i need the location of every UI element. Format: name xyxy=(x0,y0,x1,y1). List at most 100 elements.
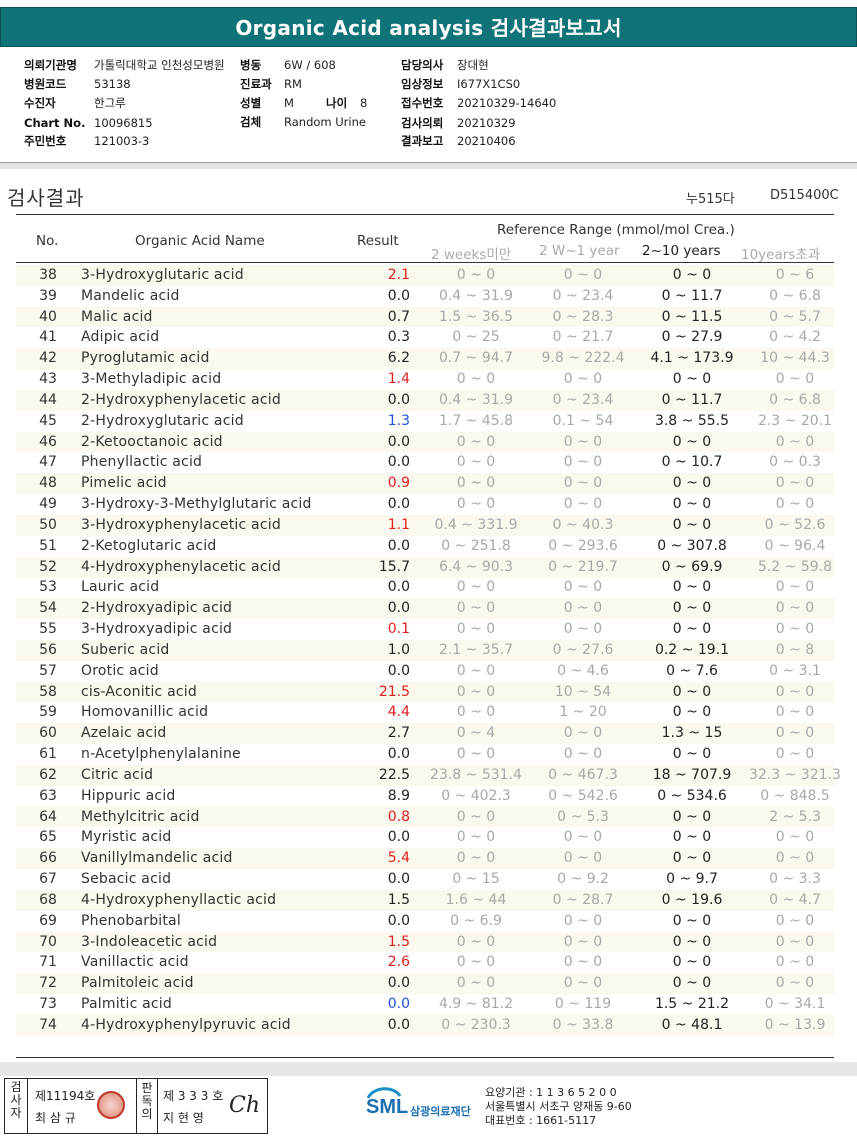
table-row: 64 Methylcitric acid 0.8 0 ~ 0 0 ~ 5.3 0 ~ 0 2… xyxy=(16,806,834,828)
reference-2weeks: 1.7 ~ 45.8 xyxy=(438,412,514,429)
table-row: 59 Homovanillic acid 4.4 0 ~ 0 1 ~ 20 0 ~ 0 0 … xyxy=(16,702,834,723)
reference-2w-1y: 0 ~ 0 xyxy=(563,600,603,617)
reference-2weeks: 0 ~ 0 xyxy=(456,954,496,971)
reference-2w-1y: 0 ~ 5.3 xyxy=(557,808,609,825)
reference-2-10y: 0 ~ 0 xyxy=(672,267,712,283)
reference-2weeks: 0 ~ 0 xyxy=(456,600,496,617)
reference-2w-1y: 0 ~ 0 xyxy=(563,975,603,992)
reference-2-10y: 0 ~ 0 xyxy=(672,371,712,388)
reference-10y-plus: 0 ~ 0 xyxy=(775,433,815,450)
reference-2w-1y: 0 ~ 0 xyxy=(563,850,603,867)
result-value: 1.0 xyxy=(387,641,410,658)
table-row: 52 4-Hydroxyphenylacetic acid 15.7 6.4 ~ 90… xyxy=(16,556,834,578)
request-label: 검사의뢰 xyxy=(401,116,444,130)
result-value: 0.0 xyxy=(387,433,410,450)
acid-name: Adipic acid xyxy=(81,329,160,346)
result-value: 15.7 xyxy=(378,558,410,575)
reference-2-10y: 0 ~ 9.7 xyxy=(666,871,718,888)
table-row: 41 Adipic acid 0.3 0 ~ 25 0 ~ 21.7 0 ~ 27.9 0 … xyxy=(16,327,834,348)
table-row: 47 Phenyllactic acid 0.0 0 ~ 0 0 ~ 0 0 ~ 10.7… xyxy=(16,452,834,473)
table-row: 45 2-Hydroxyglutaric acid 1.3 1.7 ~ 45.8 0.1… xyxy=(16,411,834,432)
acid-name: 2-Ketooctanoic acid xyxy=(81,433,223,450)
row-number: 43 xyxy=(39,371,57,388)
col-header-ref-2-10y: 2~10 years xyxy=(642,243,721,259)
inspector-label: 검사자 xyxy=(10,1080,22,1120)
info-receipt-row: 접수번호 20210329-14640 xyxy=(401,95,556,111)
reference-2w-1y: 0 ~ 0 xyxy=(563,454,603,471)
patient-label: 수진자 xyxy=(24,96,56,110)
section-code-2: D515400C xyxy=(770,188,839,203)
reference-2-10y: 0 ~ 0 xyxy=(672,621,712,638)
acid-name: 4-Hydroxyphenyllactic acid xyxy=(81,891,277,908)
reference-2-10y: 0 ~ 0 xyxy=(672,746,712,763)
row-number: 70 xyxy=(39,933,57,950)
reference-2w-1y: 0 ~ 0 xyxy=(563,267,603,283)
reference-2-10y: 0 ~ 0 xyxy=(672,433,712,450)
reference-2-10y: 3.8 ~ 55.5 xyxy=(654,412,730,429)
reference-10y-plus: 0 ~ 0 xyxy=(775,829,815,846)
inspector-license: 제11194호 xyxy=(35,1089,96,1103)
reference-2-10y: 0 ~ 7.6 xyxy=(666,662,718,679)
age-label: 나이 xyxy=(326,96,348,110)
row-number: 56 xyxy=(39,641,57,658)
report-title: Organic Acid analysis 검사결과보고서 xyxy=(0,7,857,47)
institution-value: 가톨릭대학교 인천성모병원 xyxy=(94,58,225,72)
row-number: 61 xyxy=(39,746,57,763)
reference-2-10y: 1.5 ~ 21.2 xyxy=(654,996,730,1013)
row-number: 58 xyxy=(39,683,57,700)
reference-10y-plus: 0 ~ 8 xyxy=(775,641,815,658)
acid-name: Phenobarbital xyxy=(81,912,181,929)
info-dept-row: 진료과 RM xyxy=(240,76,302,92)
row-number: 68 xyxy=(39,891,57,908)
table-row: 38 3-Hydroxyglutaric acid 2.1 0 ~ 0 0 ~ 0 0 ~… xyxy=(16,265,834,286)
result-value: 0.0 xyxy=(387,829,410,846)
reference-2-10y: 0 ~ 0 xyxy=(672,475,712,492)
result-value: 0.0 xyxy=(387,871,410,888)
clinical-label: 임상정보 xyxy=(401,77,444,91)
reference-10y-plus: 0 ~ 4.2 xyxy=(769,329,821,346)
acid-name: Orotic acid xyxy=(81,662,159,679)
reference-2w-1y: 0 ~ 0 xyxy=(563,496,603,513)
table-row: 71 Vanillactic acid 2.6 0 ~ 0 0 ~ 0 0 ~ 0 0 ~ … xyxy=(16,952,834,973)
row-number: 74 xyxy=(39,1016,57,1033)
table-row: 43 3-Methyladipic acid 1.4 0 ~ 0 0 ~ 0 0 ~ 0 0… xyxy=(16,369,834,390)
acid-name: 3-Methyladipic acid xyxy=(81,371,222,388)
acid-name: Methylcitric acid xyxy=(81,808,200,825)
row-number: 69 xyxy=(39,912,57,929)
reference-2weeks: 1.5 ~ 36.5 xyxy=(438,308,514,325)
table-row: 65 Myristic acid 0.0 0 ~ 0 0 ~ 0 0 ~ 0 0 ~ 0 xyxy=(16,827,834,848)
row-number: 71 xyxy=(39,954,57,971)
result-value: 4.4 xyxy=(387,704,410,721)
reviewer-signature: Ch xyxy=(229,1093,261,1118)
row-number: 44 xyxy=(39,391,57,408)
table-row: 63 Hippuric acid 8.9 0 ~ 402.3 0 ~ 542.6 0 ~ … xyxy=(16,786,834,807)
info-report-row: 결과보고 20210406 xyxy=(401,133,516,149)
row-number: 51 xyxy=(39,537,57,554)
result-value: 0.3 xyxy=(387,329,410,346)
reference-10y-plus: 32.3 ~ 321.3 xyxy=(749,766,841,783)
reviewer-license: 제 3 3 3 호 xyxy=(163,1089,224,1103)
reference-10y-plus: 0 ~ 0 xyxy=(775,371,815,388)
table-row: 74 4-Hydroxyphenylpyruvic acid 0.0 0 ~ 230.… xyxy=(16,1014,834,1036)
reference-2-10y: 0 ~ 0 xyxy=(672,912,712,929)
reference-2w-1y: 0 ~ 9.2 xyxy=(557,871,609,888)
sml-logo: SML 삼광의료재단 xyxy=(364,1084,484,1128)
reference-10y-plus: 0 ~ 6 xyxy=(775,267,815,283)
chart-value: 10096815 xyxy=(94,116,153,130)
result-value: 0.0 xyxy=(387,600,410,617)
result-value: 1.3 xyxy=(387,412,410,429)
reference-2weeks: 0 ~ 0 xyxy=(456,621,496,638)
result-value: 0.0 xyxy=(387,579,410,596)
receipt-value: 20210329-14640 xyxy=(457,96,557,110)
reference-2w-1y: 0 ~ 542.6 xyxy=(548,787,618,804)
reference-10y-plus: 0 ~ 13.9 xyxy=(764,1016,826,1033)
reference-2weeks: 0 ~ 0 xyxy=(456,850,496,867)
result-value: 1.1 xyxy=(387,516,410,533)
result-value: 0.0 xyxy=(387,391,410,408)
table-row: 53 Lauric acid 0.0 0 ~ 0 0 ~ 0 0 ~ 0 0 ~ 0 xyxy=(16,577,834,598)
reference-2weeks: 0 ~ 0 xyxy=(456,371,496,388)
reference-2weeks: 0.4 ~ 331.9 xyxy=(434,516,518,533)
acid-name: Lauric acid xyxy=(81,579,160,596)
result-value: 5.4 xyxy=(387,850,410,867)
table-bottom-rule xyxy=(16,1057,834,1058)
